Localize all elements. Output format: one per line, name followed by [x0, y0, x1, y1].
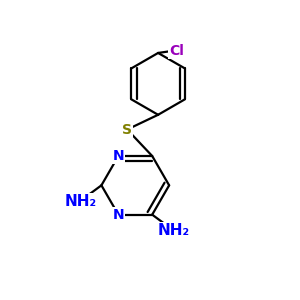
Text: Cl: Cl — [169, 44, 184, 58]
Text: S: S — [122, 122, 132, 136]
Text: N: N — [112, 149, 124, 163]
Text: NH₂: NH₂ — [64, 194, 96, 209]
Text: NH₂: NH₂ — [157, 224, 190, 238]
Text: N: N — [112, 208, 124, 222]
